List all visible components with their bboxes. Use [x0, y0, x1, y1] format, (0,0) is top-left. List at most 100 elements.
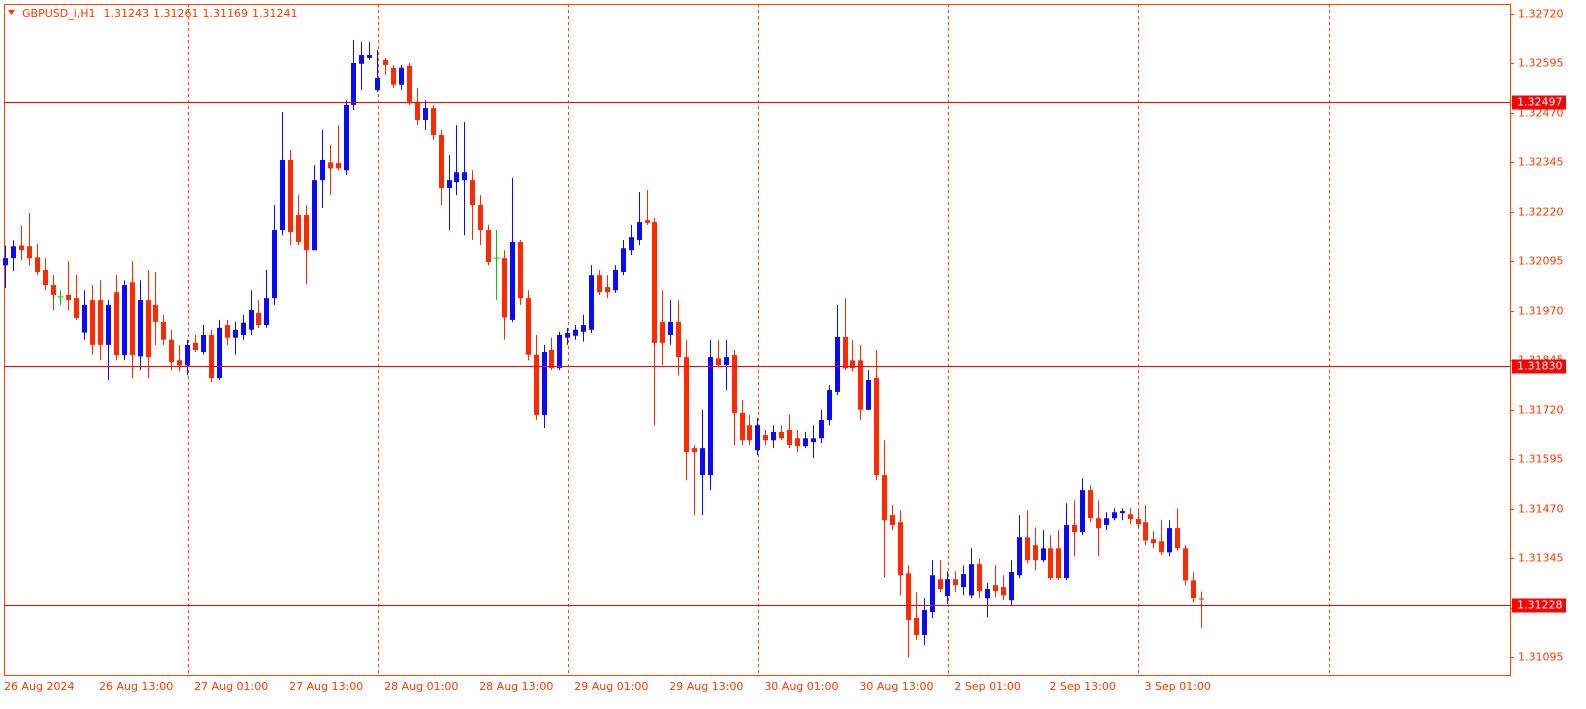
- candle-body: [3, 258, 8, 266]
- candle-body: [447, 180, 452, 189]
- candle-body: [241, 322, 246, 335]
- candle-body: [351, 62, 356, 105]
- candle-body: [233, 329, 238, 338]
- candle-body: [320, 159, 325, 181]
- candle-body: [66, 294, 71, 301]
- candle-body: [518, 241, 523, 299]
- x-tick-label: 30 Aug 13:00: [859, 680, 933, 693]
- candle-body: [383, 59, 388, 65]
- candle-body: [930, 575, 935, 613]
- y-tick-label: 1.32720: [1518, 8, 1564, 21]
- candle-body: [652, 222, 657, 343]
- candle-body: [1151, 539, 1156, 544]
- candle-body: [1183, 548, 1188, 581]
- candle-body: [336, 163, 341, 169]
- candle-body: [795, 438, 800, 447]
- ohlc-open: 1.31243: [104, 7, 150, 20]
- candle-body: [700, 448, 705, 476]
- y-tick-label: 1.32220: [1518, 206, 1564, 219]
- candle-body: [1136, 519, 1141, 525]
- candle-body: [304, 214, 309, 251]
- candle-body: [312, 180, 317, 251]
- x-tick-label: 26 Aug 2024: [4, 680, 74, 693]
- candle-body: [803, 438, 808, 447]
- candle-body: [945, 579, 950, 597]
- candle-body: [1088, 490, 1093, 519]
- candle-body: [668, 321, 673, 335]
- candle-body: [359, 55, 364, 64]
- candle-body: [1120, 511, 1125, 514]
- candle-body: [510, 241, 515, 320]
- candle-body: [51, 285, 56, 295]
- candle-body: [763, 435, 768, 441]
- x-tick-label: 27 Aug 13:00: [289, 680, 363, 693]
- candle-body: [1025, 537, 1030, 561]
- candle-body: [613, 270, 618, 291]
- candle-body: [114, 292, 119, 356]
- candle-body: [906, 573, 911, 620]
- candle-body: [82, 304, 87, 333]
- candle-body: [779, 431, 784, 439]
- candle-body: [470, 180, 475, 206]
- candle-body: [478, 205, 483, 231]
- candle-body: [676, 321, 681, 358]
- candle-body: [280, 159, 285, 231]
- candle-body: [256, 312, 261, 326]
- candle-body: [1048, 548, 1053, 579]
- price-level-label: 1.32497: [1517, 96, 1563, 109]
- candle-body: [486, 230, 491, 263]
- candle-body: [557, 334, 562, 369]
- y-tick-label: 1.31095: [1518, 651, 1564, 664]
- candle-body: [1009, 572, 1014, 601]
- candle-body: [922, 610, 927, 636]
- candle-body: [882, 475, 887, 521]
- candle-body: [549, 349, 554, 369]
- candle-body: [1199, 598, 1204, 600]
- candle-body: [249, 310, 254, 330]
- candle-body: [185, 344, 190, 366]
- candle-body: [344, 104, 349, 171]
- x-tick-label: 28 Aug 01:00: [384, 680, 458, 693]
- candle-body: [724, 357, 729, 366]
- candle-body: [328, 162, 333, 169]
- candle-body: [169, 339, 174, 363]
- candle-body: [985, 589, 990, 599]
- candle-body: [35, 257, 40, 273]
- candle-body: [264, 298, 269, 326]
- candle-body: [684, 357, 689, 453]
- candle-body: [961, 574, 966, 588]
- candle-body: [98, 300, 103, 345]
- y-tick-label: 1.31720: [1518, 404, 1564, 417]
- y-tick-label: 1.32095: [1518, 255, 1564, 268]
- candle-body: [858, 360, 863, 410]
- candle-body: [439, 135, 444, 189]
- candle-body: [993, 585, 998, 592]
- candle-body: [177, 360, 182, 366]
- candle-body: [692, 448, 697, 453]
- candle-body: [581, 325, 586, 332]
- price-level-tag: [1512, 95, 1566, 110]
- candle-body: [1104, 518, 1109, 525]
- candle-body: [827, 389, 832, 421]
- candle-body: [660, 321, 665, 343]
- candle-body: [1033, 545, 1038, 561]
- candle-body: [130, 282, 135, 356]
- candle-body: [716, 358, 721, 366]
- candle-body: [629, 237, 634, 251]
- ohlc-close: 1.31241: [252, 7, 298, 20]
- candle-body: [1080, 490, 1085, 533]
- candle-body: [288, 159, 293, 233]
- candle-body: [1041, 548, 1046, 561]
- candle-body: [605, 287, 610, 293]
- candle-body: [953, 579, 958, 586]
- candle-body: [375, 78, 380, 90]
- candle-body: [1017, 537, 1022, 576]
- candle-body: [866, 380, 871, 410]
- candle-body: [74, 298, 79, 318]
- candle-body: [811, 438, 816, 443]
- x-tick-label: 2 Sep 13:00: [1049, 680, 1115, 693]
- x-tick-label: 3 Sep 01:00: [1144, 680, 1210, 693]
